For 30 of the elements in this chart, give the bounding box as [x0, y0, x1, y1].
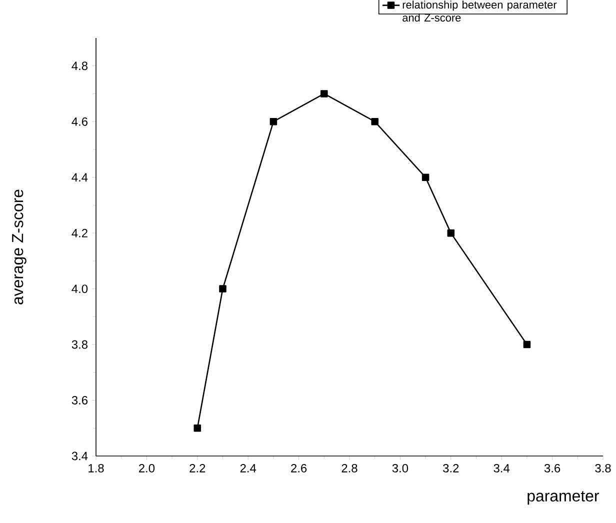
x-tick-label: 2.6	[291, 464, 307, 472]
point	[270, 118, 278, 126]
x-axis-title: parameter	[528, 491, 600, 505]
x-tick-label: 2.2	[190, 464, 206, 472]
point	[523, 340, 531, 348]
x-tick-label: 3.0	[392, 464, 408, 472]
y-axis-title: average Z-score	[12, 190, 26, 304]
x-tick-label: 3.6	[544, 464, 560, 472]
legend-label: relationship between parameter and Z-score	[402, 0, 557, 22]
y-tick-label: 3.8	[72, 340, 88, 349]
y-tick-label: 3.6	[72, 396, 88, 404]
point	[447, 229, 455, 237]
point	[371, 118, 378, 126]
x-tick-label: 2.0	[138, 464, 155, 472]
x-tick-label: 3.2	[443, 464, 459, 472]
x-tick-label: 2.8	[342, 464, 358, 472]
y-tick-label: 4.4	[72, 173, 88, 182]
point	[422, 174, 430, 181]
x-tick-label: 2.4	[240, 464, 256, 472]
x-tick-label: 3.8	[595, 464, 611, 472]
y-tick-label: 4.0	[72, 284, 88, 294]
y-tick-label: 3.4	[72, 452, 88, 460]
point	[219, 285, 226, 292]
y-tick-label: 4.6	[72, 117, 88, 126]
x-tick-label: 3.4	[494, 464, 510, 472]
point	[194, 424, 202, 432]
y-tick-label: 4.8	[72, 62, 88, 70]
y-tick-label: 4.2	[72, 228, 88, 238]
x-tick-label: 1.8	[88, 464, 104, 472]
point	[320, 90, 328, 98]
